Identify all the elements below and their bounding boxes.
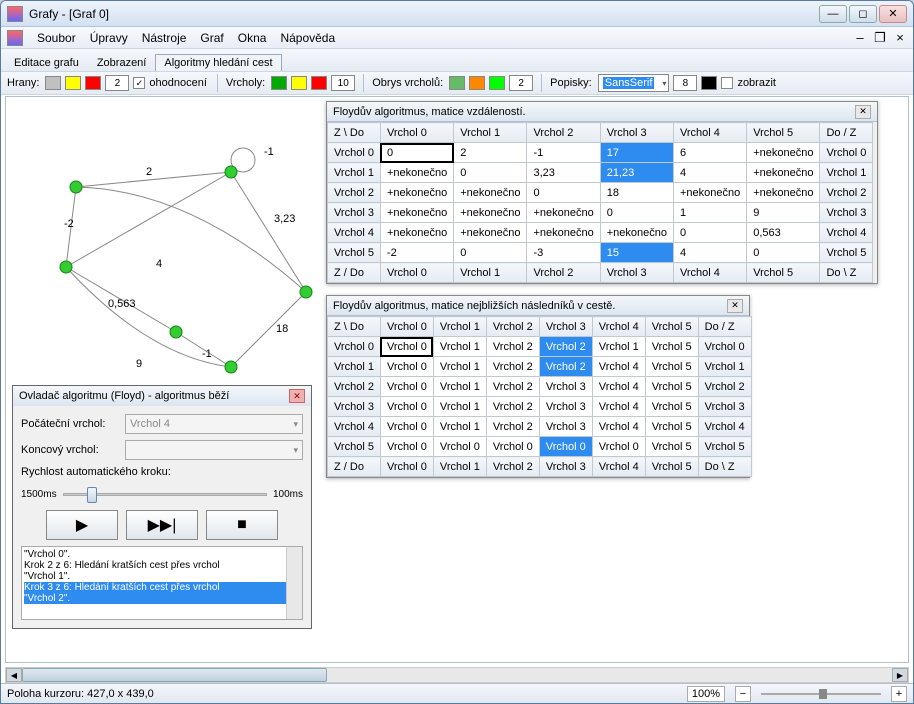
step-button[interactable]: ▶▶|: [126, 510, 198, 540]
outline-color-3[interactable]: [489, 76, 505, 90]
successor-panel-title: Floydův algoritmus, matice nejbližších n…: [333, 300, 615, 312]
outline-width-input[interactable]: 2: [509, 75, 533, 91]
window-title: Grafy - [Graf 0]: [29, 7, 819, 21]
svg-text:9: 9: [136, 358, 142, 370]
font-size-input[interactable]: 8: [673, 75, 697, 91]
speed-max: 100ms: [273, 489, 303, 500]
cursor-position: Poloha kurzoru: 427,0 x 439,0: [7, 688, 154, 700]
end-vertex-label: Koncový vrchol:: [21, 444, 121, 456]
workspace: 2 -1 3,23 -2 4 0,563 -1 18 9 Floydův algoritmus,…: [5, 96, 909, 663]
log-scrollbar[interactable]: [286, 547, 302, 619]
svg-text:4: 4: [156, 258, 162, 270]
algorithm-controller-panel: Ovladač algoritmu (Floyd) - algoritmus b…: [12, 385, 312, 629]
svg-text:2: 2: [146, 166, 152, 178]
start-vertex-combo[interactable]: Vrchol 4: [125, 414, 303, 434]
zoom-slider[interactable]: [761, 686, 881, 702]
outline-label: Obrys vrcholů:: [372, 77, 443, 89]
distance-table[interactable]: Z \ DoVrchol 0Vrchol 1Vrchol 2Vrchol 3Vr…: [327, 122, 873, 283]
menu-windows[interactable]: Okna: [238, 31, 267, 45]
scroll-left[interactable]: ◀: [6, 668, 22, 682]
tab-path-algorithms[interactable]: Algoritmy hledání cest: [155, 54, 281, 71]
font-color[interactable]: [701, 76, 717, 90]
vertex-color-1[interactable]: [271, 76, 287, 90]
vertex-color-2[interactable]: [291, 76, 307, 90]
minimize-button[interactable]: —: [819, 5, 847, 23]
vertex-size-input[interactable]: 10: [331, 75, 355, 91]
valuation-checkbox[interactable]: ✓: [133, 77, 145, 89]
svg-text:3,23: 3,23: [274, 213, 295, 225]
app-window: Grafy - [Graf 0] — ◻ ✕ Soubor Úpravy Nás…: [0, 0, 914, 704]
svg-text:-2: -2: [64, 218, 74, 230]
graph-canvas[interactable]: 2 -1 3,23 -2 4 0,563 -1 18 9: [16, 107, 326, 387]
svg-text:0,563: 0,563: [108, 298, 136, 310]
successor-matrix-panel: Floydův algoritmus, matice nejbližších n…: [326, 295, 750, 478]
title-bar[interactable]: Grafy - [Graf 0] — ◻ ✕: [1, 1, 913, 27]
successor-table[interactable]: Z \ DoVrchol 0Vrchol 1Vrchol 2Vrchol 3Vr…: [327, 316, 752, 477]
stop-button[interactable]: ■: [206, 510, 278, 540]
edge-width-input[interactable]: 2: [105, 75, 129, 91]
play-button[interactable]: ▶: [46, 510, 118, 540]
log-box[interactable]: "Vrchol 0".Krok 2 z 6: Hledání kratších …: [21, 546, 303, 620]
labels-label: Popisky:: [550, 77, 592, 89]
edge-color-2[interactable]: [65, 76, 81, 90]
speed-label: Rychlost automatického kroku:: [21, 466, 303, 478]
svg-text:18: 18: [276, 323, 288, 335]
menu-help[interactable]: Nápověda: [280, 31, 335, 45]
tabs-bar: Editace grafu Zobrazení Algoritmy hledán…: [1, 49, 913, 71]
edges-label: Hrany:: [7, 77, 39, 89]
valuation-label: ohodnocení: [149, 77, 207, 89]
outline-color-1[interactable]: [449, 76, 465, 90]
end-vertex-combo[interactable]: [125, 440, 303, 460]
zoom-out-button[interactable]: −: [735, 686, 751, 702]
outline-color-2[interactable]: [469, 76, 485, 90]
alg-panel-close[interactable]: ✕: [289, 389, 305, 403]
status-bar: Poloha kurzoru: 427,0 x 439,0 100% − +: [1, 683, 913, 703]
maximize-button[interactable]: ◻: [849, 5, 877, 23]
font-combo[interactable]: SansSerif: [598, 74, 670, 92]
show-label: zobrazit: [737, 77, 776, 89]
tab-view[interactable]: Zobrazení: [88, 54, 156, 71]
edge-color-1[interactable]: [45, 76, 61, 90]
doc-icon: [7, 30, 23, 46]
vertices-label: Vrcholy:: [226, 77, 265, 89]
mdi-restore[interactable]: ❐: [873, 30, 887, 46]
svg-text:-1: -1: [202, 348, 212, 360]
edge-color-3[interactable]: [85, 76, 101, 90]
menu-bar: Soubor Úpravy Nástroje Graf Okna Nápověd…: [1, 27, 913, 49]
speed-slider[interactable]: [63, 484, 267, 504]
app-icon: [7, 6, 23, 22]
alg-panel-title: Ovladač algoritmu (Floyd) - algoritmus b…: [19, 390, 229, 402]
show-checkbox[interactable]: [721, 77, 733, 89]
distance-matrix-panel: Floydův algoritmus, matice vzdáleností. …: [326, 101, 878, 284]
start-vertex-label: Počáteční vrchol:: [21, 418, 121, 430]
zoom-value[interactable]: 100%: [687, 686, 725, 702]
toolbar: Hrany: 2 ✓ ohodnocení Vrcholy: 10 Obrys …: [1, 71, 913, 95]
horizontal-scrollbar[interactable]: ◀ ▶: [5, 667, 909, 683]
menu-file[interactable]: Soubor: [37, 31, 76, 45]
mdi-minimize[interactable]: –: [853, 30, 867, 46]
distance-panel-close[interactable]: ✕: [855, 105, 871, 119]
distance-panel-title: Floydův algoritmus, matice vzdáleností.: [333, 106, 526, 118]
mdi-close[interactable]: ×: [893, 30, 907, 46]
tab-edit-graph[interactable]: Editace grafu: [5, 54, 88, 71]
speed-min: 1500ms: [21, 489, 57, 500]
vertex-color-3[interactable]: [311, 76, 327, 90]
scroll-right[interactable]: ▶: [892, 668, 908, 682]
menu-edit[interactable]: Úpravy: [90, 31, 128, 45]
svg-text:-1: -1: [264, 146, 274, 158]
close-button[interactable]: ✕: [879, 5, 907, 23]
zoom-in-button[interactable]: +: [891, 686, 907, 702]
menu-tools[interactable]: Nástroje: [142, 31, 187, 45]
successor-panel-close[interactable]: ✕: [727, 299, 743, 313]
menu-graph[interactable]: Graf: [200, 31, 223, 45]
